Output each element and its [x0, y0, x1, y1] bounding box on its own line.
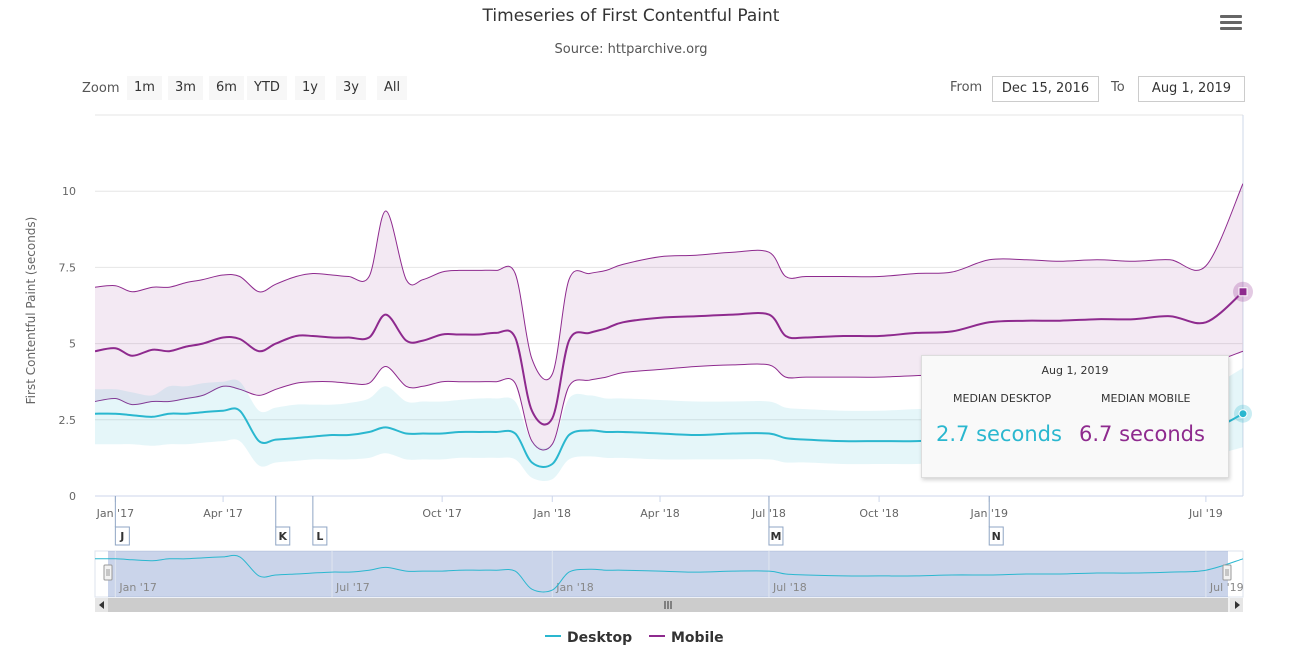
- navigator-series-line: [94, 554, 1244, 593]
- tooltip-date: Aug 1, 2019: [1041, 364, 1109, 377]
- tooltip: Aug 1, 2019 MEDIAN DESKTOP MEDIAN MOBILE…: [921, 355, 1229, 478]
- hamburger-menu-icon[interactable]: [1218, 12, 1244, 34]
- from-label: From: [950, 80, 983, 95]
- mobile-median-line: [95, 291, 1243, 426]
- legend-swatch-desktop: [545, 635, 561, 637]
- tooltip-desktop-header: MEDIAN DESKTOP: [953, 392, 1052, 405]
- y-tick-label: 0: [69, 490, 76, 503]
- zoom-button-1y[interactable]: 1y: [295, 76, 325, 100]
- flag-box: [988, 526, 1004, 546]
- y-axis-title: First Contentful Paint (seconds): [24, 217, 38, 405]
- flag-box: [275, 526, 291, 546]
- flag-label: L: [316, 530, 323, 543]
- navigator-left-handle[interactable]: [103, 564, 113, 581]
- zoom-button-ytd[interactable]: YTD: [247, 76, 287, 100]
- y-tick-label: 7.5: [59, 261, 77, 274]
- navigator-tick-label: Jan '18: [555, 581, 593, 594]
- zoom-button-6m[interactable]: 6m: [209, 76, 244, 100]
- zoom-button-3y[interactable]: 3y: [336, 76, 366, 100]
- navigator-tick-label: Jul '18: [772, 581, 807, 594]
- y-tick-label: 2.5: [59, 414, 77, 427]
- zoom-button-3m[interactable]: 3m: [168, 76, 203, 100]
- chevron-right-icon: [1235, 601, 1240, 609]
- navigator-tick-label: Jul '19: [1209, 581, 1244, 594]
- x-tick-label: Apr '17: [203, 507, 243, 520]
- from-date-input[interactable]: Dec 15, 2016: [992, 76, 1099, 102]
- x-tick-label: Jul '19: [1188, 507, 1223, 520]
- tooltip-mobile-header: MEDIAN MOBILE: [1101, 392, 1191, 405]
- flag-box: [312, 526, 328, 546]
- legend-item-desktop[interactable]: Desktop: [545, 630, 632, 646]
- legend-swatch-mobile: [649, 635, 665, 637]
- zoom-button-all[interactable]: All: [377, 76, 408, 100]
- to-label: To: [1111, 80, 1125, 95]
- x-tick-label: Apr '18: [640, 507, 680, 520]
- mobile-hover-marker: [1238, 287, 1248, 297]
- navigator-tick-label: Jan '17: [118, 581, 156, 594]
- navigator-right-handle[interactable]: [1222, 564, 1232, 581]
- x-tick-label: Oct '18: [859, 507, 899, 520]
- flag-label: N: [992, 530, 1001, 543]
- to-date-input[interactable]: Aug 1, 2019: [1138, 76, 1245, 102]
- flag-label: M: [770, 530, 781, 543]
- tooltip-mobile-value: 6.7 seconds: [1079, 422, 1205, 446]
- zoom-label: Zoom: [82, 81, 120, 96]
- mobile-upper-line: [95, 183, 1243, 381]
- x-tick-label: Oct '17: [422, 507, 462, 520]
- legend-label-mobile: Mobile: [671, 630, 724, 646]
- desktop-hover-marker: [1238, 409, 1248, 419]
- y-tick-label: 10: [62, 185, 76, 198]
- flag-box: [768, 526, 784, 546]
- chart-title: Timeseries of First Contentful Paint: [482, 6, 780, 26]
- chevron-left-icon: [99, 601, 104, 609]
- navigator-tick-label: Jul '17: [335, 581, 370, 594]
- flag-label: J: [119, 530, 124, 543]
- zoom-button-1m[interactable]: 1m: [127, 76, 162, 100]
- tooltip-desktop-value: 2.7 seconds: [936, 422, 1062, 446]
- flag-label: K: [278, 530, 287, 543]
- legend-item-mobile[interactable]: Mobile: [649, 630, 724, 646]
- y-tick-label: 5: [69, 338, 76, 351]
- x-tick-label: Jan '17: [96, 507, 134, 520]
- legend-label-desktop: Desktop: [567, 630, 633, 646]
- flag-box: [114, 526, 130, 546]
- x-tick-label: Jan '18: [533, 507, 571, 520]
- chart-subtitle: Source: httparchive.org: [554, 42, 708, 57]
